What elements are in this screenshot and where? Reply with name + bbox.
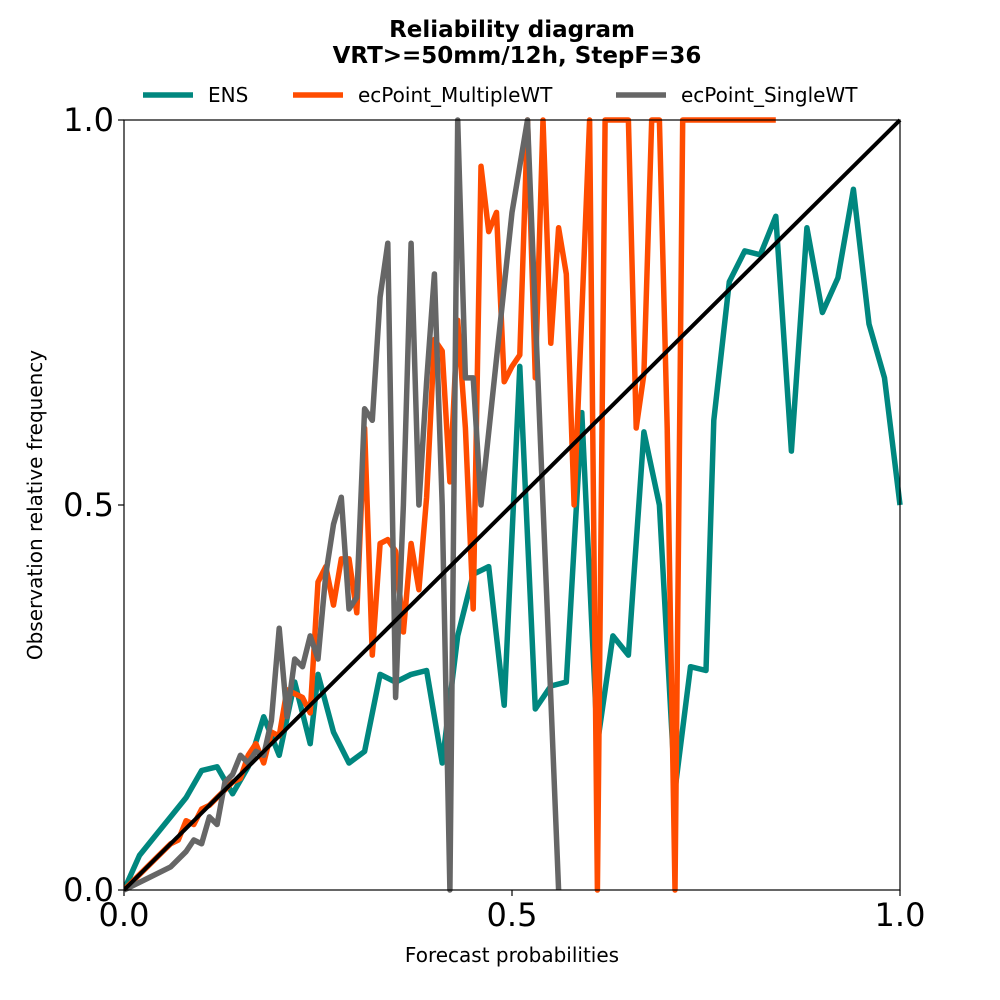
x-tick-label: 0.5 (487, 896, 538, 934)
series-line-ecpoint-singlewt (124, 117, 562, 893)
legend-label: ecPoint_SingleWT (681, 83, 858, 107)
chart-title: Reliability diagram (389, 17, 635, 43)
y-tick-label: 1.0 (63, 101, 114, 139)
y-axis-label: Observation relative frequency (23, 350, 47, 660)
axis-ticks: 0.0 0.5 1.0 0.0 0.5 1.0 (63, 101, 925, 934)
legend-entry-ecpoint-multiplewt: ecPoint_MultipleWT (293, 83, 553, 107)
x-axis-label: Forecast probabilities (405, 943, 619, 967)
plot-area (124, 117, 903, 893)
x-tick-label: 0.0 (99, 896, 150, 934)
legend: ENS ecPoint_MultipleWT ecPoint_SingleWT (143, 83, 858, 107)
y-tick-label: 0.5 (63, 486, 114, 524)
x-tick-label: 1.0 (875, 896, 926, 934)
legend-entry-ecpoint-singlewt: ecPoint_SingleWT (616, 83, 858, 107)
legend-entry-ens: ENS (143, 83, 248, 107)
perfect-reliability-line (124, 118, 902, 892)
series-line-ens (124, 186, 903, 892)
legend-label: ENS (208, 83, 248, 107)
chart-subtitle: VRT>=50mm/12h, StepF=36 (333, 43, 702, 69)
legend-label: ecPoint_MultipleWT (358, 83, 553, 107)
y-tick-label: 0.0 (63, 871, 114, 909)
